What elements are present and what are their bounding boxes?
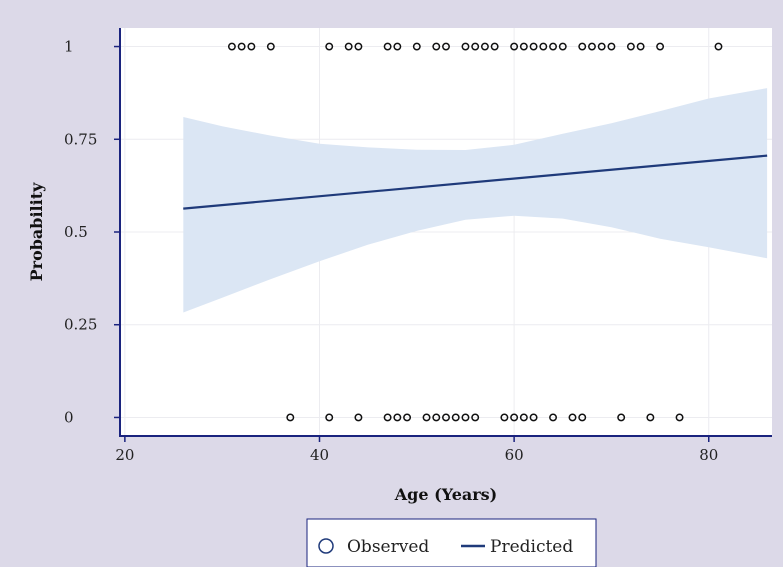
observed-point xyxy=(549,42,557,51)
observed-point xyxy=(539,42,548,51)
observed-point xyxy=(510,42,519,51)
observed-point xyxy=(617,413,626,422)
observed-point xyxy=(558,42,567,51)
observed-point xyxy=(266,42,275,51)
y-axis-title: Probability xyxy=(27,182,46,282)
observed-point xyxy=(227,42,236,51)
observed-point xyxy=(519,413,528,422)
legend-observed-marker xyxy=(318,538,334,554)
observed-point xyxy=(432,413,441,422)
observed-point xyxy=(344,42,353,51)
observed-point xyxy=(383,42,392,51)
observed-point xyxy=(714,42,723,51)
x-tick-label: 80 xyxy=(699,446,718,464)
y-tick-label: 0.75 xyxy=(64,130,97,148)
observed-point xyxy=(422,413,431,422)
y-tick-label: 0 xyxy=(64,408,74,426)
observed-point xyxy=(646,413,655,422)
observed-point xyxy=(461,413,470,422)
observed-point xyxy=(432,42,441,51)
y-tick-label: 0.25 xyxy=(64,316,97,334)
predicted-line xyxy=(183,154,768,210)
legend-predicted-label: Predicted xyxy=(490,537,573,557)
y-ticks: 0 0.25 0.5 0.75 1 xyxy=(64,38,120,426)
legend: Observed Predicted xyxy=(306,518,597,567)
observed-point xyxy=(354,413,363,422)
observed-point xyxy=(500,413,509,422)
observed-point xyxy=(656,42,665,51)
observed-point xyxy=(383,413,392,422)
observed-point xyxy=(578,42,587,51)
observed-point xyxy=(480,42,489,51)
predicted-line-layer xyxy=(183,154,768,210)
observed-point xyxy=(461,42,470,51)
confidence-band xyxy=(183,88,768,313)
observed-point xyxy=(354,42,363,51)
x-axis-title: Age (Years) xyxy=(394,485,498,504)
observed-point xyxy=(549,413,557,422)
observed-point xyxy=(471,413,480,422)
observed-point xyxy=(451,413,460,422)
observed-point xyxy=(597,42,606,51)
observed-point xyxy=(626,42,635,51)
observed-point xyxy=(519,42,528,51)
observed-point xyxy=(442,413,450,422)
y-tick-label: 0.5 xyxy=(64,223,88,241)
x-tick-label: 60 xyxy=(505,446,524,464)
observed-point xyxy=(490,42,499,51)
observed-point xyxy=(247,42,256,51)
x-tick-label: 20 xyxy=(115,446,134,464)
observed-point xyxy=(588,42,596,51)
observed-point xyxy=(237,42,246,51)
observed-point xyxy=(286,413,295,422)
observed-point xyxy=(442,42,450,51)
x-tick-label: 40 xyxy=(310,446,329,464)
observed-point xyxy=(510,413,519,422)
observed-point xyxy=(607,42,616,51)
observed-point xyxy=(529,42,538,51)
observed-point xyxy=(393,413,402,422)
observed-point xyxy=(325,413,334,422)
observed-point xyxy=(529,413,538,422)
observed-point xyxy=(578,413,587,422)
confidence-band-layer xyxy=(183,88,768,313)
observed-point xyxy=(393,42,402,51)
observed-point xyxy=(636,42,645,51)
observed-point xyxy=(471,42,480,51)
observed-point xyxy=(675,413,684,422)
y-tick-label: 1 xyxy=(64,38,74,56)
observed-point xyxy=(325,42,334,51)
legend-box xyxy=(306,518,597,567)
x-ticks: 20 40 60 80 xyxy=(115,436,718,464)
observed-point xyxy=(412,42,421,51)
legend-observed-label: Observed xyxy=(347,537,429,557)
observed-point xyxy=(568,413,577,422)
observed-point xyxy=(403,413,412,422)
observed-points-layer xyxy=(227,42,723,422)
